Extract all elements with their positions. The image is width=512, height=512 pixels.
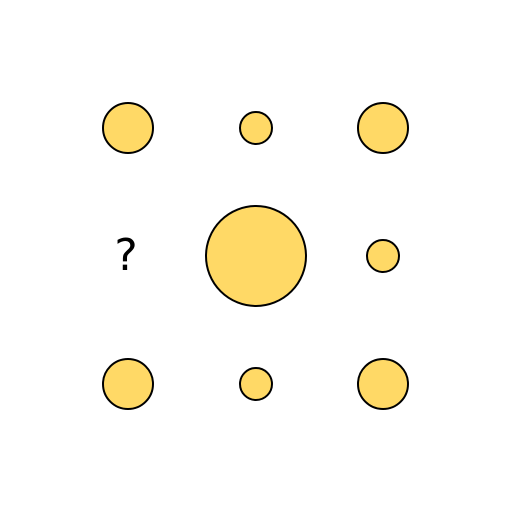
circle-medium-r3c3 xyxy=(357,358,409,410)
circle-small-r1c2 xyxy=(239,111,273,145)
missing-cell-question-mark: ? xyxy=(114,230,137,281)
circle-small-r2c3 xyxy=(366,239,400,273)
circle-medium-r1c1 xyxy=(102,102,154,154)
circle-medium-r1c3 xyxy=(357,102,409,154)
circle-medium-r3c1 xyxy=(102,358,154,410)
circle-small-r3c2 xyxy=(239,367,273,401)
circle-large-r2c2 xyxy=(205,205,307,307)
